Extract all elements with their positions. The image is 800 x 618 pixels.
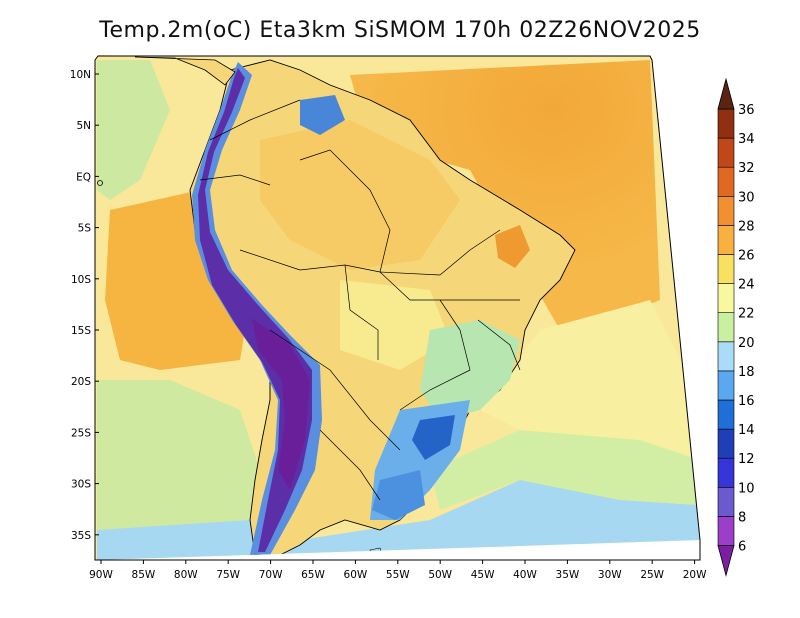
lon-tick-label: 20W <box>683 569 707 581</box>
lon-tick-label: 60W <box>344 569 368 581</box>
south-ocean-region <box>97 480 700 560</box>
colorbar-min-arrow <box>717 545 735 578</box>
colorbar-label: 20 <box>738 336 755 351</box>
colorbar-label: 16 <box>738 394 755 409</box>
colorbar: 6 8 10 12 14 16 18 20 22 24 26 28 30 32 34 36 <box>717 77 755 578</box>
colorbar-segment <box>717 341 735 372</box>
map-frame <box>94 55 701 561</box>
colorbar-label: 6 <box>738 540 746 555</box>
lon-tick-label: 45W <box>471 569 495 581</box>
lon-tick-label: 65W <box>301 569 325 581</box>
lon-tick-label: 90W <box>89 569 113 581</box>
lat-tick-label: 35S <box>71 530 91 542</box>
colorbar-label: 28 <box>738 219 755 234</box>
colorbar-segment <box>717 225 735 255</box>
lon-tick-label: 70W <box>259 569 283 581</box>
map-field <box>95 55 700 560</box>
political-borders <box>199 99 521 501</box>
south-ocean-green <box>430 430 700 510</box>
guiana-highland-cool <box>300 95 345 135</box>
colorbar-segment <box>717 196 735 226</box>
colorbar-segment <box>717 108 735 139</box>
northeast-hot-patch <box>495 225 530 268</box>
lon-tick-label: 75W <box>216 569 240 581</box>
cool-pacific-region <box>97 380 260 540</box>
amazon-warm-patch <box>260 120 460 270</box>
colorbar-segment <box>717 457 735 488</box>
colorbar-label: 10 <box>738 481 755 496</box>
lat-tick-label: 10S <box>71 274 91 286</box>
colorbar-label: 36 <box>738 103 755 118</box>
colorbar-label: 14 <box>738 423 755 438</box>
lat-tick-label: 30S <box>71 479 91 491</box>
lon-tick-label: 85W <box>132 569 156 581</box>
lon-tick-label: 25W <box>640 569 664 581</box>
uruguay-cool <box>372 470 425 520</box>
south-brazil-cold-core <box>412 415 455 460</box>
colorbar-label: 26 <box>738 249 755 264</box>
colorbar-segment <box>717 137 735 168</box>
lat-tick-label: EQ <box>76 171 91 183</box>
latitude-axis: 10N 5N EQ 5S 10S 15S 20S 25S 30S 35S <box>70 69 99 542</box>
colorbar-label: 8 <box>738 510 746 525</box>
lat-tick-label: 15S <box>71 325 91 337</box>
chart-title: Temp.2m(oC) Eta3km SiSMOM 170h 02Z26NOV2… <box>99 18 701 43</box>
lon-tick-label: 55W <box>386 569 410 581</box>
colorbar-label: 32 <box>738 161 755 176</box>
colorbar-max-arrow <box>717 77 735 110</box>
warm-atlantic-region <box>350 60 660 330</box>
colorbar-segment <box>717 254 735 284</box>
lat-tick-label: 5S <box>78 223 92 235</box>
colorbar-segment <box>717 370 735 401</box>
lon-tick-label: 35W <box>556 569 580 581</box>
colorbar-segment <box>717 486 735 517</box>
colorbar-label: 34 <box>738 132 755 147</box>
lon-tick-label: 40W <box>513 569 537 581</box>
lat-tick-label: 25S <box>71 427 91 439</box>
colorbar-segment <box>717 312 735 343</box>
andes-deep-core <box>252 318 310 490</box>
lon-tick-label: 30W <box>598 569 622 581</box>
lat-tick-label: 20S <box>71 376 91 388</box>
colorbar-segment <box>717 399 735 430</box>
cool-pacific-north <box>97 60 170 200</box>
galapagos-islands <box>97 180 103 186</box>
colorbar-label: 22 <box>738 307 755 322</box>
colorbar-segment <box>717 283 735 314</box>
subtropical-atlantic <box>480 300 700 460</box>
longitude-axis: 90W 85W 80W 75W 70W 65W 60W 55W 50W 45W 40W 35W 30W 2… <box>89 560 707 581</box>
central-america-land <box>134 56 236 86</box>
colorbar-label: 24 <box>738 278 755 293</box>
colorbar-segment <box>717 428 735 459</box>
lat-tick-label: 10N <box>70 69 91 81</box>
falkland-islands <box>369 547 383 558</box>
colorbar-label: 30 <box>738 190 755 205</box>
colorbar-label: 18 <box>738 365 755 380</box>
colorbar-label: 12 <box>738 452 755 467</box>
lon-tick-label: 80W <box>174 569 198 581</box>
colorbar-segment <box>717 166 735 197</box>
colorbar-segment <box>717 516 735 546</box>
central-yellow-patch <box>340 280 450 370</box>
lat-tick-label: 5N <box>76 120 91 132</box>
lon-tick-label: 50W <box>428 569 452 581</box>
